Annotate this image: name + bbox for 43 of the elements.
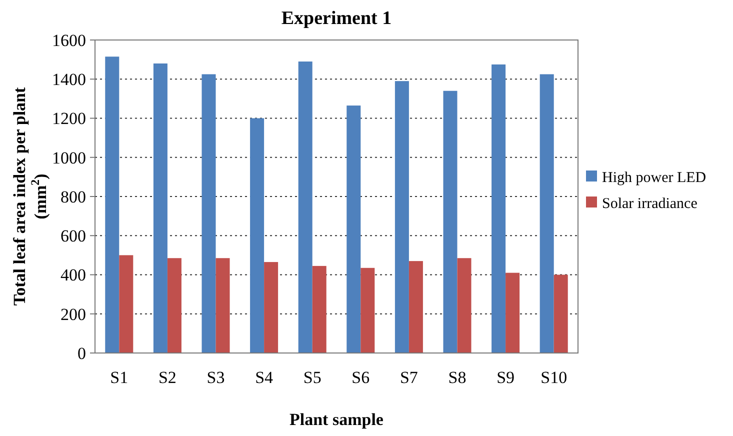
- bar: [492, 64, 506, 353]
- bar: [394, 81, 409, 353]
- bar: [408, 261, 423, 353]
- x-tick-label: S9: [496, 368, 515, 387]
- bar: [298, 62, 312, 353]
- x-tick-label: S10: [540, 368, 568, 387]
- legend-label: High power LED: [602, 170, 706, 186]
- y-tick-label: 800: [60, 187, 86, 206]
- legend-label: Solar irradiance: [602, 196, 698, 212]
- bar: [264, 262, 278, 353]
- y-tick-label: 600: [60, 226, 86, 246]
- x-tick-label: S2: [158, 368, 176, 387]
- x-tick-label: S7: [400, 368, 418, 387]
- bar: [554, 274, 568, 353]
- x-tick-label: S1: [110, 368, 128, 387]
- bar: [360, 268, 375, 353]
- x-tick-label: S4: [255, 368, 274, 387]
- x-tick-label: S3: [206, 368, 225, 387]
- chart-title: Experiment 1: [281, 8, 392, 29]
- bar: [250, 118, 264, 353]
- y-tick-label: 1200: [52, 109, 86, 128]
- y-tick-label: 1600: [52, 30, 86, 50]
- bar: [457, 258, 472, 353]
- bar: [202, 74, 216, 353]
- x-tick-label: S8: [448, 368, 466, 387]
- bar: [506, 272, 520, 353]
- y-tick-label: 1000: [52, 148, 86, 168]
- bar: [105, 56, 120, 353]
- y-tick-label: 200: [60, 304, 86, 324]
- x-tick-label: S6: [352, 368, 370, 387]
- x-tick-label: S5: [303, 368, 322, 387]
- y-tick-label: 0: [78, 344, 86, 363]
- bar: [153, 63, 168, 353]
- bar: [312, 266, 326, 353]
- bar: [540, 74, 554, 353]
- x-axis-title: Plant sample: [290, 410, 384, 429]
- y-tick-label: 1400: [52, 70, 86, 90]
- bar: [216, 258, 230, 353]
- bar: [119, 255, 134, 353]
- y-tick-label: 400: [60, 266, 86, 285]
- bar: [443, 90, 458, 353]
- bar: [167, 258, 182, 353]
- bar: [346, 106, 361, 353]
